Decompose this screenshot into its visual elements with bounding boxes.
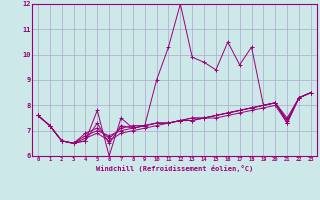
X-axis label: Windchill (Refroidissement éolien,°C): Windchill (Refroidissement éolien,°C) xyxy=(96,165,253,172)
